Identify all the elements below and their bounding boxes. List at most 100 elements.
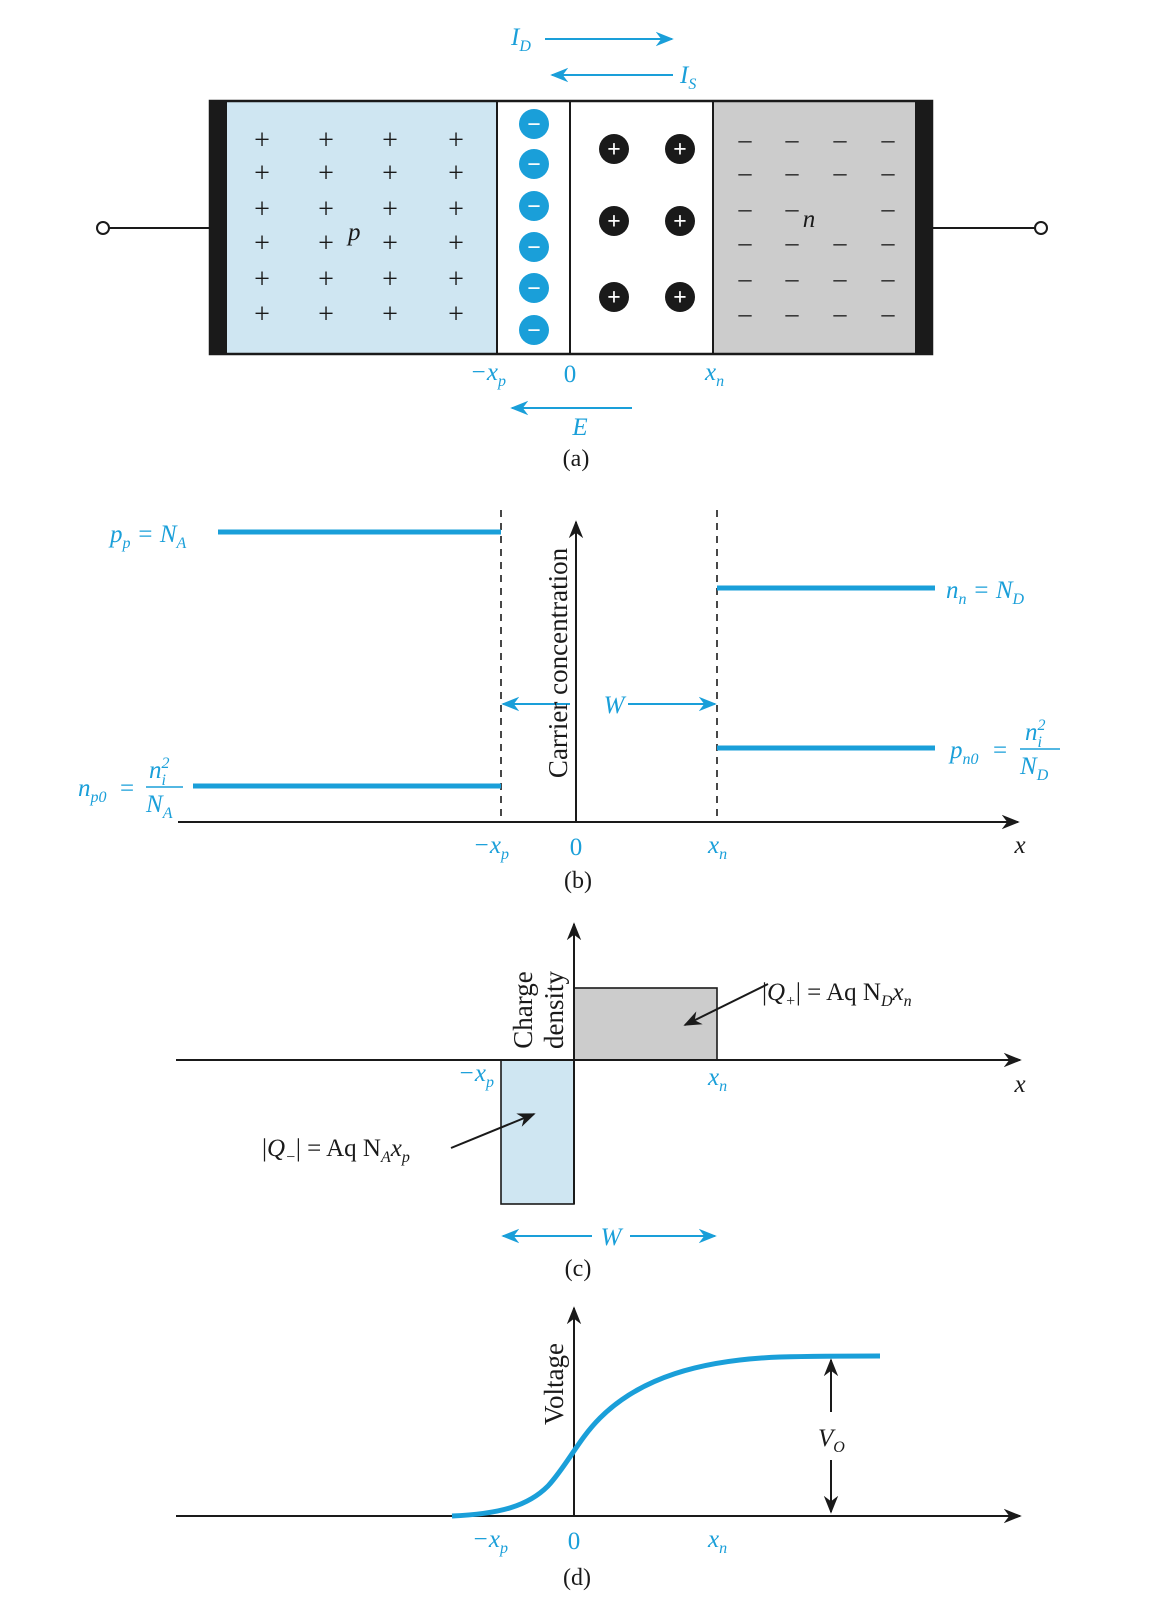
svg-text:|Q−| = Aq NAxp: |Q−| = Aq NAxp [262, 1135, 410, 1166]
width-label-c: W [601, 1224, 624, 1251]
n-carriers: – – – – – – – – – – – – – – – – – – – – – – – [738, 125, 896, 328]
hole-symbol: + [318, 299, 334, 330]
negative-ion-icon [519, 273, 549, 303]
svg-text:xn: xn [707, 1526, 727, 1557]
positive-ion-icon [665, 134, 695, 164]
panel-a: ID IS + + + ++ + + ++ + + ++ + + ++ + + ++ + + + – – – –– – – ––… [96, 24, 1048, 472]
svg-text:=: = [993, 737, 1007, 764]
label-minus-xp-c: −xp [458, 1060, 494, 1091]
electron-symbol: – [738, 299, 753, 328]
negative-charge-block [500, 1059, 575, 1205]
negative-ion-icon [519, 232, 549, 262]
negative-ion-icon [519, 191, 549, 221]
hole-symbol: + [382, 299, 398, 330]
svg-text:−xp: −xp [458, 1060, 494, 1091]
positive-ion-sign: + [607, 285, 621, 311]
svg-text:nn = ND: nn = ND [946, 577, 1025, 608]
positive-ion-sign: + [607, 209, 621, 235]
svg-text:=: = [120, 775, 134, 802]
electron-symbol: – [785, 264, 800, 293]
hole-symbol: + [448, 194, 464, 225]
hole-symbol: + [254, 158, 270, 189]
hole-symbol: + [254, 228, 270, 259]
hole-symbol: + [448, 299, 464, 330]
electron-symbol: – [785, 158, 800, 187]
svg-text:xn: xn [707, 832, 727, 863]
hole-symbol: + [382, 125, 398, 156]
label-zero-d: 0 [568, 1528, 581, 1555]
electron-symbol: – [833, 228, 848, 257]
hole-symbol: + [448, 264, 464, 295]
electron-symbol: – [738, 228, 753, 257]
electron-symbol: – [833, 299, 848, 328]
negative-ion-sign: − [527, 152, 541, 178]
hole-symbol: + [318, 125, 334, 156]
label-xn-c: xn [707, 1064, 727, 1095]
q-minus-equation: |Q−| = Aq NAxp [262, 1135, 410, 1166]
electron-symbol: – [881, 194, 896, 223]
electron-symbol: – [881, 299, 896, 328]
hole-symbol: + [254, 194, 270, 225]
hole-symbol: + [448, 228, 464, 259]
label-zero-b: 0 [570, 834, 583, 861]
electron-symbol: – [738, 194, 753, 223]
electron-symbol: – [881, 264, 896, 293]
q-plus-arrow [683, 983, 769, 1026]
svg-text:n2i: n2 i [149, 755, 170, 789]
negative-ion-sign: − [527, 112, 541, 138]
np0-equation: np0 = n2 i NA [78, 755, 183, 822]
y-axis-label-c-line2: density [539, 971, 569, 1049]
svg-text:−xp: −xp [470, 359, 506, 390]
label-xn-d: xn [707, 1526, 727, 1557]
hole-symbol: + [382, 228, 398, 259]
panel-b: pp = NA nn = ND np0 = n2 i NA pn0 = n2 i N… [78, 510, 1060, 894]
electron-symbol: – [785, 228, 800, 257]
hole-symbol: + [382, 264, 398, 295]
electron-symbol: – [738, 264, 753, 293]
electron-symbol: – [738, 158, 753, 187]
hole-symbol: + [318, 228, 334, 259]
left-contact [210, 101, 227, 354]
panel-c: Charge density |Q+| = Aq NDxn |Q−| = Aq … [176, 922, 1026, 1282]
label-xn-a: xn [704, 359, 724, 390]
electron-symbol: – [881, 125, 896, 154]
p-carriers: + + + ++ + + ++ + + ++ + + ++ + + ++ + + + [254, 125, 464, 330]
hole-symbol: + [254, 125, 270, 156]
positive-ion-sign: + [673, 137, 687, 163]
electron-symbol: – [785, 194, 800, 223]
voltage-curve [451, 1353, 881, 1519]
hole-symbol: + [318, 158, 334, 189]
svg-text:pp = NA: pp = NA [108, 521, 187, 552]
caption-b: (b) [564, 868, 592, 894]
negative-ion-sign: − [527, 194, 541, 220]
negative-ion-sign: − [527, 276, 541, 302]
left-terminal [96, 221, 110, 235]
svg-text:ID: ID [510, 24, 531, 55]
svg-text:ND: ND [1019, 753, 1049, 784]
positive-ion-icon [665, 206, 695, 236]
p-region [227, 101, 497, 354]
hole-symbol: + [318, 264, 334, 295]
hole-symbol: + [254, 264, 270, 295]
positive-ion-icon [599, 134, 629, 164]
negative-ions: − − − − − − [519, 109, 549, 345]
svg-text:VO: VO [818, 1425, 845, 1456]
electron-symbol: – [833, 125, 848, 154]
n-region-label: n [803, 206, 816, 233]
svg-text:xn: xn [704, 359, 724, 390]
positive-ion-sign: + [607, 137, 621, 163]
positive-ion-icon [599, 282, 629, 312]
field-label: E [571, 414, 587, 441]
caption-c: (c) [565, 1256, 592, 1282]
positive-ion-sign: + [673, 285, 687, 311]
svg-text:−xp: −xp [472, 1526, 508, 1557]
electron-symbol: – [881, 158, 896, 187]
q-plus-equation: |Q+| = Aq NDxn [762, 979, 912, 1010]
label-minus-xp-b: −xp [473, 832, 509, 863]
y-axis-label-c-line1: Charge [508, 971, 538, 1048]
svg-text:pn0: pn0 [948, 737, 979, 768]
label-minus-xp-a: −xp [470, 359, 506, 390]
vo-label: VO [818, 1425, 845, 1456]
positive-ion-sign: + [673, 209, 687, 235]
